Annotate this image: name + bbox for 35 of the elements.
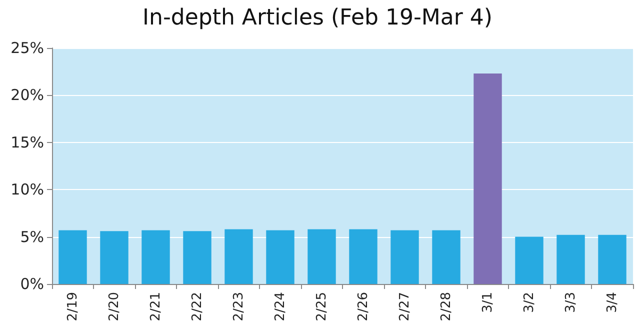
x-tick-label: 2/19 <box>65 292 80 322</box>
y-tick-label: 25% <box>10 39 44 57</box>
bar <box>142 230 170 284</box>
bar <box>266 230 294 284</box>
x-tick-label: 2/24 <box>272 292 288 322</box>
x-tick-label: 3/1 <box>480 292 496 313</box>
x-tick-label: 2/20 <box>106 292 122 322</box>
bar <box>58 230 87 284</box>
bar <box>474 73 502 284</box>
x-tick-label: 2/23 <box>231 292 246 322</box>
x-tick-label: 2/26 <box>356 292 371 322</box>
x-tick-label: 3/3 <box>563 292 578 313</box>
x-tick-label: 2/25 <box>314 292 330 322</box>
y-tick-label: 10% <box>10 180 44 199</box>
y-tick-label: 0% <box>20 275 44 293</box>
x-tick-label: 3/4 <box>604 292 620 313</box>
bar <box>432 230 460 284</box>
x-tick-label: 2/28 <box>438 292 454 322</box>
x-tick-label: 3/2 <box>522 292 537 313</box>
x-tick-label: 2/21 <box>148 292 164 322</box>
x-tick-label: 2/22 <box>190 292 205 322</box>
bar <box>183 231 212 284</box>
x-tick-label: 2/27 <box>397 292 412 322</box>
bar <box>515 236 544 284</box>
bar <box>308 229 336 284</box>
bar <box>224 229 253 284</box>
bar <box>598 234 626 284</box>
bar <box>556 234 585 284</box>
y-tick-label: 20% <box>10 86 44 104</box>
bar <box>349 229 378 284</box>
y-tick-label: 5% <box>20 228 44 246</box>
chart-title: In-depth Articles (Feb 19-Mar 4) <box>142 6 492 30</box>
bar <box>100 231 128 284</box>
bar <box>390 230 419 284</box>
y-tick-label: 15% <box>10 133 44 152</box>
